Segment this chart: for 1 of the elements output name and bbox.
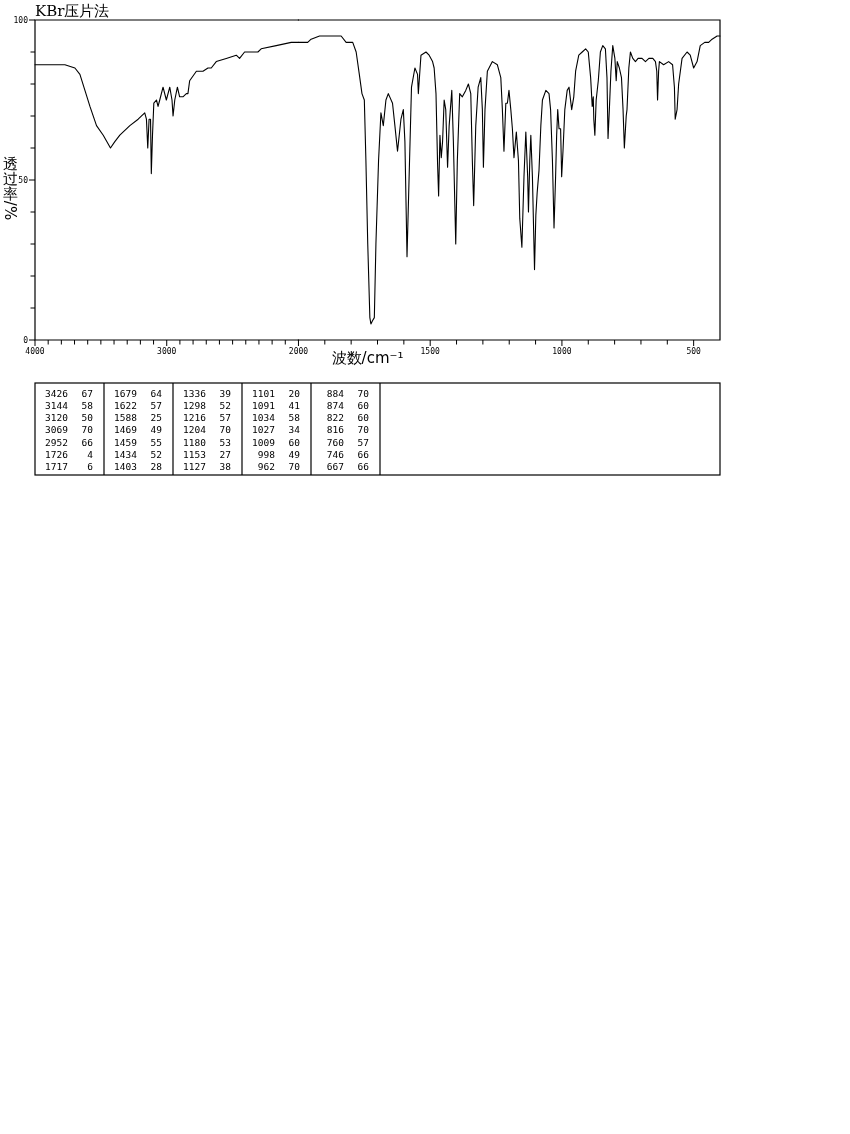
title: KBr压片法 bbox=[35, 2, 110, 20]
